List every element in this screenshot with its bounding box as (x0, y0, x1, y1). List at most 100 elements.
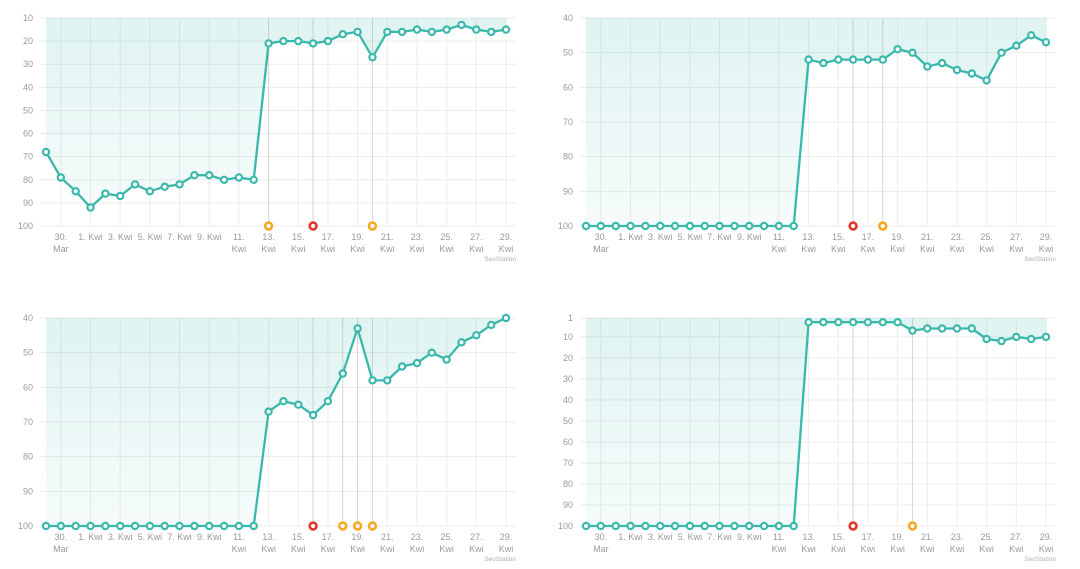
data-point-marker[interactable] (819, 318, 828, 327)
data-point-marker[interactable] (670, 221, 680, 231)
data-point-marker[interactable] (655, 521, 665, 531)
data-point-marker[interactable] (457, 20, 466, 30)
data-point-marker[interactable] (41, 147, 51, 157)
data-point-marker[interactable] (487, 27, 496, 37)
data-point-marker[interactable] (952, 324, 962, 333)
event-marker-red[interactable] (308, 521, 318, 531)
data-point-marker[interactable] (730, 221, 739, 231)
data-point-marker[interactable] (982, 76, 991, 85)
data-point-marker[interactable] (759, 221, 769, 231)
data-point-marker[interactable] (819, 58, 828, 68)
data-point-marker[interactable] (353, 324, 362, 333)
data-point-marker[interactable] (160, 521, 169, 531)
event-marker-orange[interactable] (907, 521, 918, 531)
data-point-marker[interactable] (338, 369, 347, 378)
data-point-marker[interactable] (115, 521, 125, 531)
data-point-marker[interactable] (1012, 41, 1021, 50)
data-point-marker[interactable] (626, 221, 635, 231)
data-point-marker[interactable] (56, 173, 66, 182)
data-point-marker[interactable] (383, 376, 392, 385)
data-point-marker[interactable] (611, 521, 620, 531)
data-point-marker[interactable] (501, 25, 511, 34)
data-point-marker[interactable] (160, 182, 169, 191)
data-point-marker[interactable] (744, 221, 754, 231)
event-marker-orange[interactable] (878, 221, 888, 231)
data-point-marker[interactable] (789, 221, 798, 231)
data-point-marker[interactable] (175, 180, 184, 189)
data-point-marker[interactable] (848, 318, 858, 327)
data-point-marker[interactable] (175, 521, 184, 531)
data-point-marker[interactable] (937, 58, 947, 68)
data-point-marker[interactable] (279, 396, 288, 406)
data-point-marker[interactable] (982, 334, 991, 344)
data-point-marker[interactable] (789, 521, 798, 531)
data-point-marker[interactable] (190, 170, 199, 180)
data-point-marker[interactable] (923, 62, 932, 71)
data-point-marker[interactable] (294, 36, 303, 46)
data-point-marker[interactable] (804, 55, 813, 64)
data-point-marker[interactable] (908, 326, 917, 335)
data-point-marker[interactable] (457, 338, 466, 347)
data-point-marker[interactable] (655, 221, 665, 231)
data-point-marker[interactable] (596, 521, 606, 531)
data-point-marker[interactable] (700, 221, 709, 231)
data-point-marker[interactable] (71, 521, 80, 531)
data-point-marker[interactable] (338, 30, 347, 39)
data-point-marker[interactable] (472, 25, 481, 34)
data-point-marker[interactable] (997, 48, 1006, 57)
event-marker-orange[interactable] (352, 521, 363, 531)
data-point-marker[interactable] (368, 53, 377, 62)
data-point-marker[interactable] (834, 55, 843, 64)
data-point-marker[interactable] (1041, 332, 1051, 342)
data-point-marker[interactable] (264, 39, 273, 48)
data-point-marker[interactable] (412, 358, 422, 368)
data-point-marker[interactable] (997, 336, 1006, 346)
data-point-marker[interactable] (397, 362, 407, 371)
data-point-marker[interactable] (397, 27, 407, 37)
data-point-marker[interactable] (611, 221, 620, 231)
data-point-marker[interactable] (412, 25, 422, 34)
data-point-marker[interactable] (145, 187, 155, 196)
data-point-marker[interactable] (442, 25, 451, 34)
data-point-marker[interactable] (190, 521, 199, 531)
event-marker-red[interactable] (848, 221, 858, 231)
data-point-marker[interactable] (744, 521, 754, 531)
data-point-marker[interactable] (878, 55, 887, 64)
event-marker-red[interactable] (848, 521, 858, 531)
data-point-marker[interactable] (759, 521, 769, 531)
data-point-marker[interactable] (685, 221, 695, 231)
data-point-marker[interactable] (472, 331, 481, 340)
data-point-marker[interactable] (641, 221, 650, 231)
data-point-marker[interactable] (774, 221, 784, 231)
data-point-marker[interactable] (130, 180, 140, 189)
data-point-marker[interactable] (967, 324, 976, 333)
data-point-marker[interactable] (730, 521, 739, 531)
data-point-marker[interactable] (427, 348, 436, 357)
data-point-marker[interactable] (596, 221, 606, 231)
data-point-marker[interactable] (101, 521, 110, 531)
data-point-marker[interactable] (626, 521, 635, 531)
data-point-marker[interactable] (86, 203, 95, 212)
data-point-marker[interactable] (685, 521, 695, 531)
data-point-marker[interactable] (56, 521, 66, 531)
data-point-marker[interactable] (700, 521, 709, 531)
data-point-marker[interactable] (715, 521, 724, 531)
data-point-marker[interactable] (368, 376, 377, 385)
data-point-marker[interactable] (848, 55, 858, 64)
data-point-marker[interactable] (145, 521, 155, 531)
data-point-marker[interactable] (383, 27, 392, 37)
data-point-marker[interactable] (952, 65, 962, 75)
event-marker-orange[interactable] (367, 521, 378, 531)
data-point-marker[interactable] (863, 55, 873, 64)
event-marker-orange[interactable] (338, 521, 348, 531)
data-point-marker[interactable] (967, 69, 976, 78)
data-point-marker[interactable] (774, 521, 784, 531)
data-point-marker[interactable] (71, 187, 80, 196)
data-point-marker[interactable] (323, 396, 333, 406)
data-point-marker[interactable] (893, 318, 902, 327)
data-point-marker[interactable] (804, 318, 813, 327)
data-point-marker[interactable] (279, 36, 288, 46)
data-point-marker[interactable] (908, 48, 917, 57)
data-point-marker[interactable] (264, 407, 273, 416)
data-point-marker[interactable] (41, 521, 51, 531)
